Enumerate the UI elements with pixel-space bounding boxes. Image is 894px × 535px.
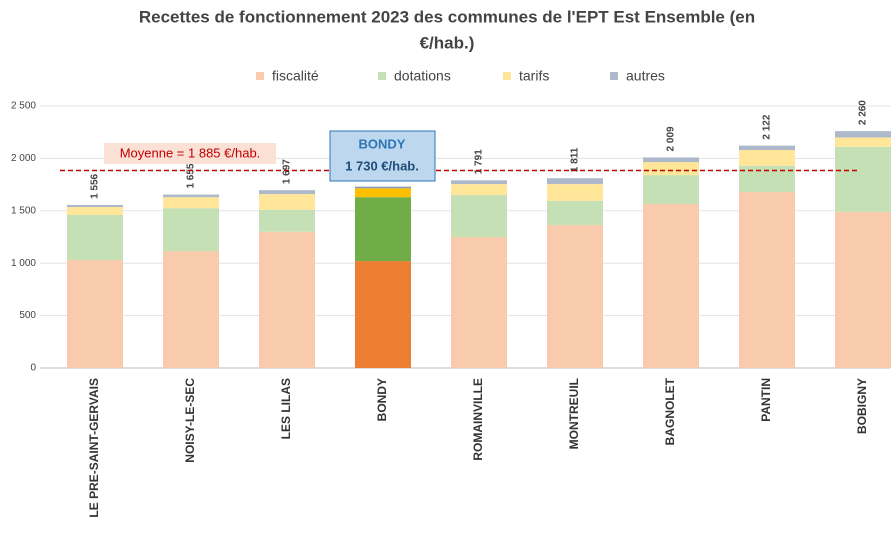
bar-segment [739, 191, 795, 368]
y-tick-label: 2 500 [11, 101, 36, 112]
total-label: 1 655 [186, 163, 197, 188]
total-label: 2 009 [666, 126, 677, 151]
bar-segment [451, 180, 507, 185]
bar-segment [739, 165, 795, 192]
bar-segment [259, 190, 315, 195]
bar-segment [451, 184, 507, 196]
legend-label: autres [626, 68, 665, 84]
bar-segment [835, 146, 891, 212]
bar-segment [259, 209, 315, 232]
x-tick-label: LE PRE-SAINT-GERVAIS [87, 378, 101, 518]
bar-segment [739, 145, 795, 151]
y-tick-label: 500 [19, 310, 36, 321]
callout-text: 1 730 €/hab. [345, 158, 419, 173]
legend-label: fiscalité [272, 68, 319, 84]
total-label: 2 260 [858, 100, 869, 125]
bar-segment [355, 261, 411, 368]
bar-segment [67, 204, 123, 208]
bar-segment [67, 260, 123, 368]
bar-segment [835, 211, 891, 368]
y-tick-label: 2 000 [11, 153, 36, 164]
callout-title: BONDY [359, 136, 406, 151]
x-tick-label: LES LILAS [279, 378, 293, 439]
total-label: 1 697 [282, 159, 293, 184]
x-tick-label: PANTIN [759, 378, 773, 422]
bar-segment [547, 200, 603, 225]
average-label: Moyenne = 1 885 €/hab. [120, 145, 261, 160]
y-tick-label: 0 [30, 363, 36, 374]
bar-segment [451, 195, 507, 237]
x-tick-label: MONTREUIL [567, 378, 581, 449]
bar-segment [355, 186, 411, 189]
bar-segment [259, 194, 315, 210]
bar-segment [547, 184, 603, 201]
bar-segment [643, 203, 699, 368]
y-tick-label: 1 500 [11, 205, 36, 216]
x-tick-label: NOISY-LE-SEC [183, 378, 197, 463]
legend-label: tarifs [519, 68, 549, 84]
legend-label: dotations [394, 68, 451, 84]
legend-swatch [256, 72, 264, 80]
y-tick-label: 1 000 [11, 258, 36, 269]
total-label: 1 811 [570, 147, 581, 172]
bar-segment [259, 231, 315, 368]
average-label-box [104, 143, 276, 164]
legend-swatch [610, 72, 618, 80]
bar-segment [547, 178, 603, 185]
chart-title: €/hab.) [420, 33, 475, 52]
bar-segment [163, 251, 219, 368]
bar-segment [163, 194, 219, 198]
x-tick-label: ROMAINVILLE [471, 378, 485, 461]
bar-segment [355, 188, 411, 198]
bar-segment [643, 157, 699, 163]
bar-segment [547, 224, 603, 368]
bar-segment [355, 197, 411, 262]
total-label: 1 791 [474, 149, 485, 174]
bar-segment [67, 214, 123, 261]
bar-segment [163, 208, 219, 252]
x-tick-label: BOBIGNY [855, 378, 869, 434]
legend-swatch [378, 72, 386, 80]
bar-segment [643, 175, 699, 204]
bar-segment [67, 207, 123, 215]
legend-swatch [503, 72, 511, 80]
callout-box [329, 130, 436, 182]
bar-segment [643, 162, 699, 176]
total-label: 2 122 [762, 114, 773, 139]
bar-segment [835, 137, 891, 147]
bar-segment [163, 197, 219, 209]
bar-segment [451, 237, 507, 368]
x-tick-label: BONDY [375, 378, 389, 421]
bar-segment [739, 150, 795, 166]
bar-segment [835, 131, 891, 138]
x-tick-label: BAGNOLET [663, 377, 677, 445]
chart-title: Recettes de fonctionnement 2023 des comm… [139, 7, 755, 26]
total-label: 1 556 [90, 173, 101, 198]
